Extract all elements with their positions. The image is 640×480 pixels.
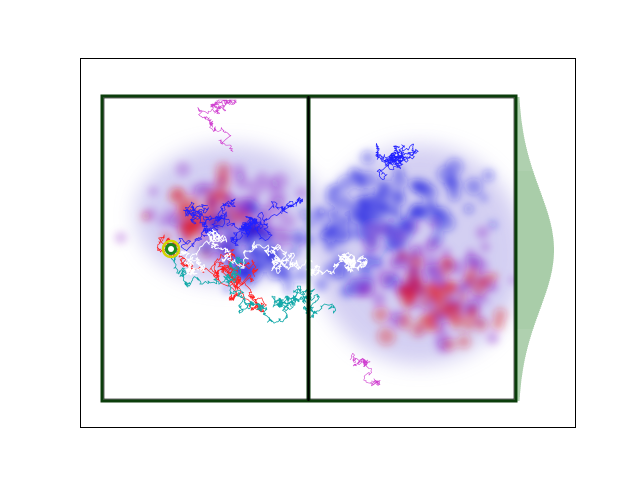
- random-walk-paths: [156, 99, 419, 387]
- source-marker-icon: [161, 239, 181, 259]
- exit-histogram: [517, 97, 554, 401]
- probability-cloud: [114, 145, 516, 365]
- chamber-walls: [100, 94, 518, 403]
